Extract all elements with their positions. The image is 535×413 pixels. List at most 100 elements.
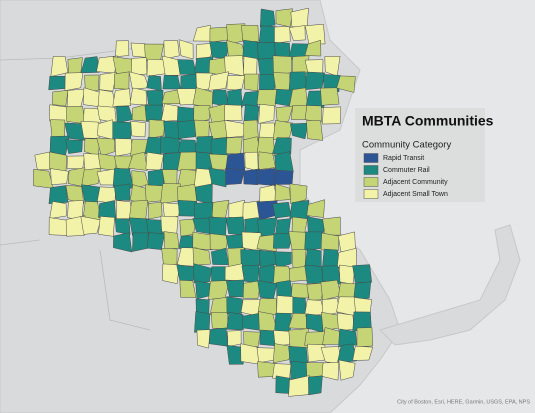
town	[192, 231, 214, 251]
town	[240, 249, 261, 268]
town	[145, 152, 164, 171]
town	[276, 280, 293, 298]
town	[131, 57, 148, 76]
town	[161, 55, 181, 76]
town	[336, 75, 356, 93]
town	[306, 120, 324, 141]
town	[275, 218, 291, 235]
town	[179, 280, 197, 298]
town	[130, 120, 146, 138]
town	[258, 25, 278, 44]
town	[176, 264, 196, 285]
town	[128, 200, 149, 220]
town	[276, 295, 294, 316]
town	[160, 136, 181, 154]
town	[114, 138, 133, 157]
town	[208, 167, 227, 188]
town	[113, 183, 131, 201]
town	[305, 71, 325, 90]
town	[304, 248, 322, 268]
town	[225, 168, 245, 186]
town	[337, 343, 357, 364]
town	[226, 311, 244, 331]
town	[304, 331, 326, 346]
town	[208, 327, 229, 347]
town	[273, 169, 294, 185]
town	[353, 297, 373, 314]
town	[257, 280, 278, 300]
town	[272, 363, 292, 379]
town	[144, 43, 164, 61]
town	[208, 216, 227, 236]
town	[129, 87, 147, 106]
town	[65, 184, 85, 204]
town	[96, 137, 116, 157]
town	[243, 331, 261, 348]
town	[353, 281, 372, 301]
town	[291, 249, 307, 269]
town	[256, 347, 275, 364]
town	[306, 199, 326, 218]
town	[290, 122, 309, 140]
town	[304, 23, 326, 45]
town	[352, 264, 372, 283]
town	[288, 313, 310, 330]
town	[306, 362, 324, 379]
town	[80, 215, 102, 235]
town	[288, 25, 306, 41]
town	[178, 39, 194, 60]
town	[275, 105, 294, 124]
town	[338, 328, 358, 348]
town	[112, 88, 132, 107]
town	[244, 151, 259, 172]
town	[49, 201, 67, 219]
town	[289, 199, 310, 220]
town	[48, 185, 69, 204]
town	[194, 201, 214, 220]
town	[323, 74, 341, 93]
town	[113, 71, 130, 90]
town	[322, 216, 341, 236]
town	[258, 103, 275, 124]
town	[81, 167, 102, 187]
town	[144, 104, 163, 122]
town	[306, 282, 325, 301]
town	[210, 312, 229, 329]
town	[256, 168, 276, 186]
town	[193, 105, 211, 123]
town	[272, 137, 292, 155]
town	[161, 89, 180, 105]
town	[193, 263, 213, 284]
town	[320, 87, 340, 106]
town	[258, 151, 276, 170]
town	[34, 151, 52, 170]
town	[322, 106, 342, 125]
town	[162, 75, 181, 90]
town	[272, 120, 294, 141]
town	[227, 88, 243, 108]
town	[259, 8, 276, 28]
town	[196, 329, 211, 349]
legend-swatch	[363, 153, 379, 163]
town	[272, 233, 294, 249]
town	[226, 23, 246, 45]
legend: Rapid Transit Commuter Rail Adjacent Commu…	[363, 153, 448, 199]
town	[115, 40, 130, 57]
town	[274, 26, 291, 44]
legend-swatch	[363, 177, 379, 187]
town	[227, 330, 242, 347]
town	[338, 359, 356, 381]
town	[273, 330, 293, 347]
town	[162, 202, 182, 220]
town	[148, 119, 166, 139]
town	[209, 233, 228, 251]
town	[98, 216, 115, 237]
legend-title: Community Category	[362, 140, 451, 151]
town	[97, 89, 117, 109]
town	[80, 56, 100, 74]
town	[356, 327, 373, 348]
town	[226, 136, 243, 155]
town	[208, 71, 229, 91]
town	[274, 312, 292, 332]
